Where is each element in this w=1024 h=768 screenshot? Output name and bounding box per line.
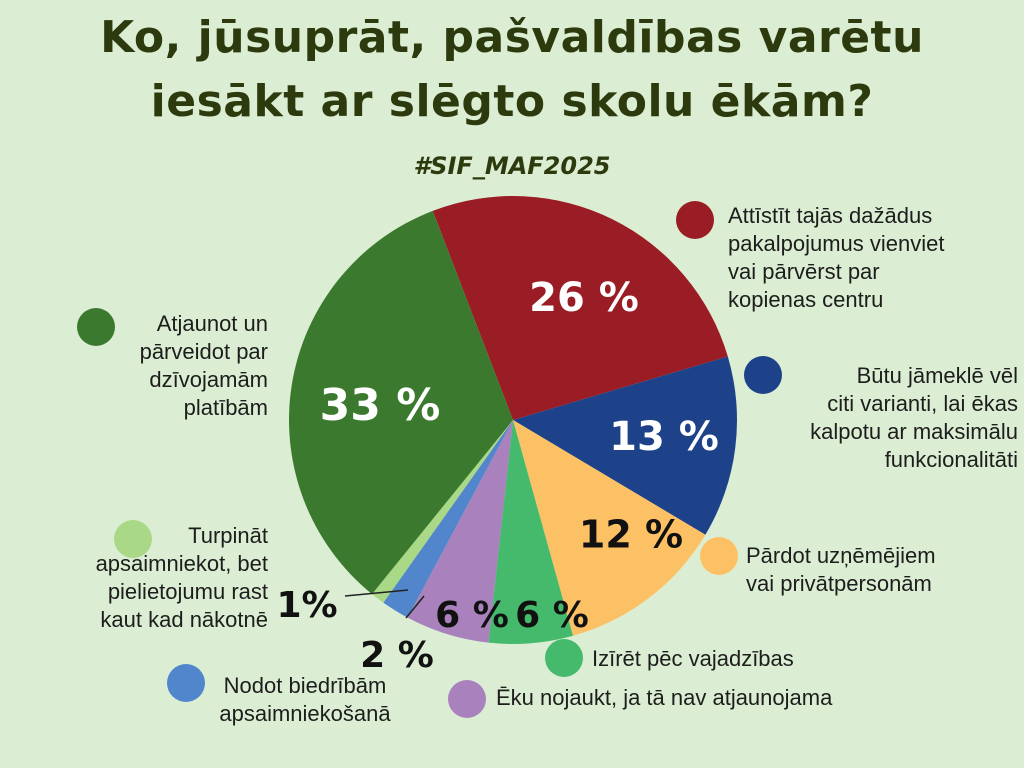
legend-dot-2 bbox=[700, 537, 738, 575]
value-label-3: 6 % bbox=[515, 595, 589, 636]
pie-slice-0 bbox=[432, 196, 728, 420]
pie-slice-4 bbox=[407, 420, 513, 643]
legend-dot-0 bbox=[676, 201, 714, 239]
legend-dot-4 bbox=[448, 680, 486, 718]
value-label-6: 1% bbox=[276, 585, 337, 626]
value-label-4: 6 % bbox=[435, 595, 509, 636]
value-label-0: 26 % bbox=[529, 275, 639, 321]
legend-text-5: Nodot biedrībām apsaimniekošanā bbox=[219, 673, 391, 726]
legend-dot-1 bbox=[744, 356, 782, 394]
pie-slice-6 bbox=[372, 420, 513, 603]
legend-text-1: Būtu jāmeklē vēl citi varianti, lai ēkas… bbox=[810, 363, 1018, 472]
pie-slice-3 bbox=[488, 420, 574, 645]
legend-text-3: Izīrēt pēc vajadzības bbox=[592, 646, 794, 671]
title-line-1: Ko, jūsuprāt, pašvaldības varētu bbox=[100, 12, 924, 63]
legend-text-6: Turpināt apsaimniekot, bet pielietojumu … bbox=[95, 523, 268, 632]
hashtag: #SIF_MAF2025 bbox=[413, 152, 611, 180]
leader-line-2pct bbox=[405, 595, 425, 619]
leader-line-1pct bbox=[344, 589, 409, 597]
legend-dot-5 bbox=[167, 664, 205, 702]
legend-dot-6 bbox=[114, 520, 152, 558]
pie-slice-2 bbox=[513, 420, 706, 636]
pie-slice-5 bbox=[383, 420, 513, 618]
title-line-2: iesākt ar slēgto skolu ēkām? bbox=[150, 76, 874, 127]
legend-text-4: Ēku nojaukt, ja tā nav atjaunojama bbox=[496, 685, 833, 710]
value-label-1: 13 % bbox=[609, 414, 719, 460]
pie-value-labels: 26 %13 %12 %6 %6 %2 %1%33 % bbox=[276, 275, 718, 676]
legend-text-0: Attīstīt tajās dažādus pakalpojumus vien… bbox=[728, 203, 945, 312]
legend-text-2: Pārdot uzņēmējiem vai privātpersonām bbox=[746, 543, 936, 596]
chart-title: Ko, jūsuprāt, pašvaldības varētu iesākt … bbox=[0, 6, 1024, 134]
value-label-7: 33 % bbox=[320, 380, 441, 431]
legend-text-7: Atjaunot un pārveidot par dzīvojamām pla… bbox=[139, 311, 268, 420]
value-label-5: 2 % bbox=[360, 635, 434, 676]
pie-slices bbox=[289, 196, 738, 645]
legend-dot-7 bbox=[77, 308, 115, 346]
pie-slice-1 bbox=[513, 356, 738, 535]
legend-dot-3 bbox=[545, 639, 583, 677]
pie-slice-7 bbox=[289, 210, 513, 595]
value-label-2: 12 % bbox=[579, 513, 683, 557]
